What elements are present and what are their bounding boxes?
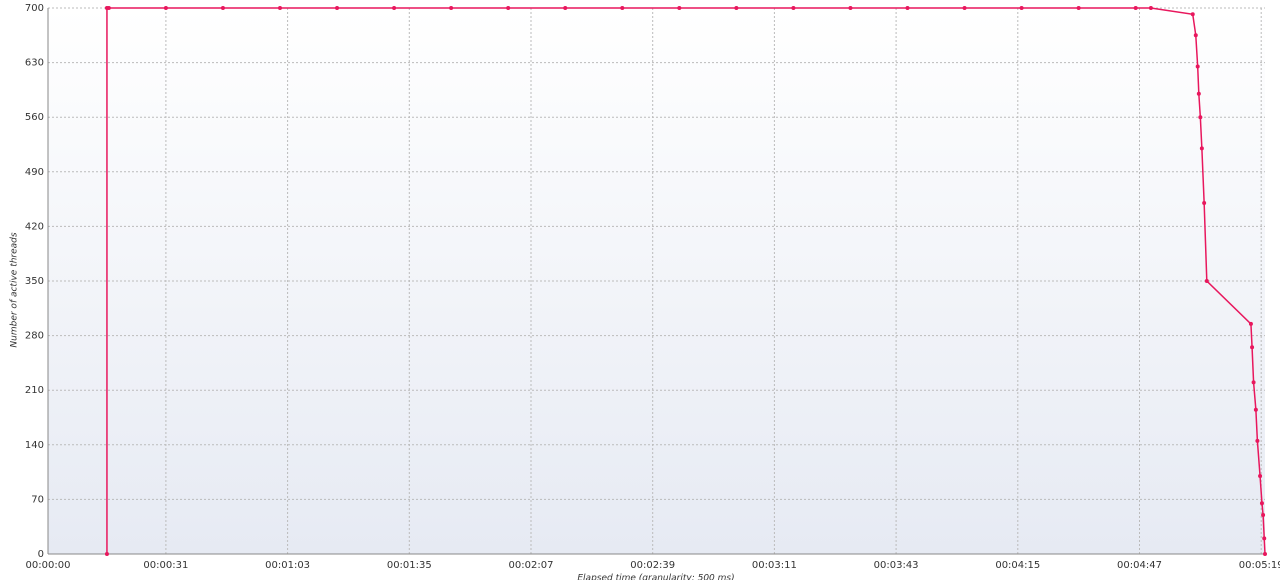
x-tick-label: 00:05:19 xyxy=(1239,560,1280,571)
x-tick-label: 00:03:11 xyxy=(752,560,797,571)
x-tick-label: 00:00:31 xyxy=(143,560,188,571)
y-tick-label: 140 xyxy=(25,440,44,451)
y-tick-label: 700 xyxy=(25,3,44,14)
data-point xyxy=(335,6,340,10)
data-point xyxy=(1133,6,1138,10)
x-tick-label: 00:01:35 xyxy=(387,560,432,571)
data-point xyxy=(392,6,397,10)
data-point xyxy=(104,552,109,556)
data-point xyxy=(1204,279,1209,283)
data-point xyxy=(1199,146,1204,151)
data-point xyxy=(1261,513,1266,517)
series-line xyxy=(106,7,1266,555)
data-point xyxy=(106,6,111,10)
data-point xyxy=(1196,91,1201,96)
x-tick-label: 00:02:07 xyxy=(509,560,554,571)
x-tick-label: 00:04:47 xyxy=(1117,560,1162,571)
data-point xyxy=(1193,33,1198,38)
y-tick-label: 420 xyxy=(25,221,44,232)
data-point xyxy=(1202,201,1207,205)
data-point xyxy=(563,6,568,10)
x-tick-label: 00:00:00 xyxy=(26,560,71,571)
data-point xyxy=(163,6,168,10)
data-point xyxy=(1190,12,1195,17)
data-point xyxy=(1258,474,1263,478)
y-tick-label: 490 xyxy=(25,167,44,178)
data-point xyxy=(1251,380,1256,385)
data-point xyxy=(677,6,682,10)
data-point xyxy=(1263,552,1267,556)
data-point xyxy=(734,6,739,10)
data-point xyxy=(220,6,225,10)
data-point xyxy=(1019,6,1024,10)
data-point xyxy=(848,6,853,10)
data-point xyxy=(1250,345,1255,350)
data-point xyxy=(1076,6,1081,10)
y-tick-label: 0 xyxy=(38,549,44,560)
data-point xyxy=(1259,501,1264,506)
y-tick-label: 70 xyxy=(31,494,44,505)
x-axis-label: Elapsed time (granularity: 500 ms) xyxy=(577,574,734,581)
x-tick-label: 00:02:39 xyxy=(630,560,675,571)
data-point xyxy=(1253,407,1258,412)
data-point xyxy=(1198,115,1203,120)
data-point xyxy=(1262,536,1267,541)
data-point xyxy=(1255,438,1260,443)
x-tick-label: 00:01:03 xyxy=(265,560,310,571)
y-tick-label: 350 xyxy=(25,276,44,287)
x-tick-label: 00:03:43 xyxy=(874,560,919,571)
data-point xyxy=(1195,64,1200,69)
data-point xyxy=(1148,6,1153,10)
data-point xyxy=(620,6,625,10)
y-tick-label: 280 xyxy=(25,331,44,342)
data-point xyxy=(962,6,967,10)
data-point xyxy=(791,6,796,10)
data-point xyxy=(277,6,282,10)
y-axis-label: Number of active threads xyxy=(10,232,20,347)
data-point xyxy=(905,6,910,10)
data-point xyxy=(506,6,511,10)
x-tick-label: 00:04:15 xyxy=(995,560,1040,571)
y-tick-label: 630 xyxy=(25,58,44,69)
data-point xyxy=(1248,321,1253,326)
y-tick-label: 210 xyxy=(25,385,44,396)
y-tick-label: 560 xyxy=(25,112,44,123)
data-point xyxy=(449,6,454,10)
